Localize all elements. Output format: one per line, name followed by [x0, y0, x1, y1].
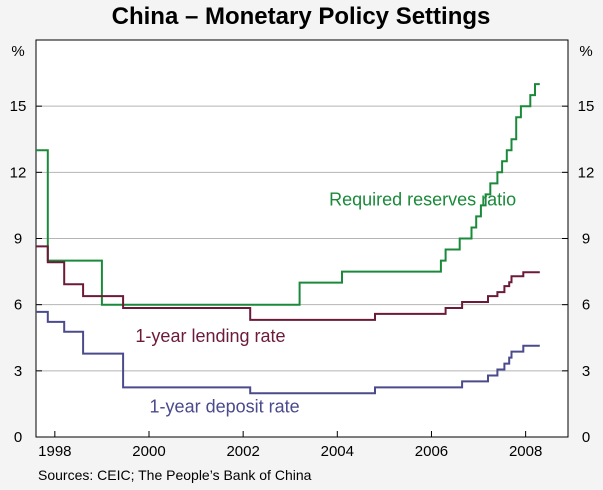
x-tick-label: 2002 [226, 443, 259, 460]
left-unit-label: % [11, 43, 24, 60]
x-tick-label: 2004 [321, 443, 354, 460]
y-tick-label-right: 9 [582, 231, 590, 248]
series-label-1: 1-year lending rate [135, 326, 285, 346]
series-lines [36, 83, 540, 395]
series-line-2 [36, 310, 540, 395]
y-tick-label-right: 6 [582, 297, 590, 314]
y-tick-label-right: 0 [582, 429, 590, 446]
series-labels: Required reserves ratio 1-year lending ra… [135, 189, 516, 416]
right-unit-label: % [579, 43, 592, 60]
series-line-0 [36, 83, 540, 306]
x-tick-label: 1998 [38, 443, 71, 460]
x-tick-label: 2006 [415, 443, 448, 460]
y-tick-label-left: 3 [14, 363, 22, 380]
y-tick-label-left: 12 [10, 164, 27, 181]
chart-title: China – Monetary Policy Settings [112, 3, 491, 30]
source-note: Sources: CEIC; The People’s Bank of Chin… [38, 467, 312, 483]
series-label-2: 1-year deposit rate [150, 397, 300, 417]
series-line-1 [36, 245, 540, 321]
axis-ticks: 0 0 3 3 6 6 9 9 12 12 15 15 1998 2000 2002 2004 2006 2008 [10, 98, 595, 460]
y-tick-label-right: 15 [578, 98, 595, 115]
y-tick-label-right: 3 [582, 363, 590, 380]
x-tick-label: 2000 [132, 443, 165, 460]
y-tick-label-right: 12 [578, 164, 595, 181]
y-tick-label-left: 0 [14, 429, 22, 446]
y-tick-label-left: 6 [14, 297, 22, 314]
y-tick-label-left: 9 [14, 231, 22, 248]
y-tick-label-left: 15 [10, 98, 27, 115]
x-tick-label: 2008 [509, 443, 542, 460]
series-label-0: Required reserves ratio [329, 189, 516, 209]
